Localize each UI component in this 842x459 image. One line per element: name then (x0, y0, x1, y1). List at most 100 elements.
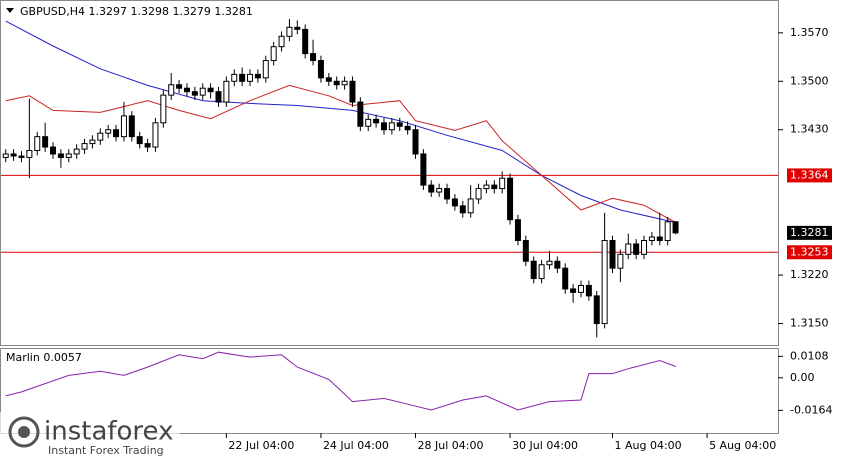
candle-body (270, 46, 277, 62)
candle-body (625, 243, 632, 255)
candle-body (294, 26, 301, 30)
candle-body (278, 35, 285, 48)
x-tick-label: 1 Aug 04:00 (615, 439, 682, 452)
candle-body (317, 60, 324, 79)
candle-body (215, 91, 222, 103)
candle-body (633, 243, 640, 255)
candle-body (601, 239, 608, 325)
candle-body (349, 80, 356, 103)
candle-body (428, 184, 435, 193)
level-tag (787, 168, 832, 183)
x-tick-label: 22 Jul 04:00 (228, 439, 294, 452)
candle-body (286, 26, 293, 37)
moving-average (5, 20, 676, 223)
candle-body (585, 284, 592, 297)
candle-body (507, 177, 514, 221)
candle-body (183, 87, 190, 93)
candle-body (2, 153, 9, 158)
y-tick-label: 1.3570 (790, 26, 829, 39)
candle-body (191, 91, 198, 96)
candle-body (570, 288, 577, 293)
candle-body (412, 129, 419, 155)
candle-body (105, 129, 112, 134)
candle-body (546, 260, 553, 266)
last-price-label: 1.3281 (790, 226, 829, 239)
candle-body (577, 284, 584, 293)
main-frame (0, 0, 779, 346)
candle-body (491, 184, 498, 190)
candle-body (554, 260, 561, 269)
candle-body (530, 260, 537, 280)
candle-body (128, 115, 135, 138)
candle-body (223, 80, 230, 103)
candle-body (310, 53, 317, 62)
candle-body (499, 177, 506, 190)
candle-body (160, 94, 167, 124)
x-tick-label: 28 Jul 04:00 (418, 439, 484, 452)
candle-body (168, 84, 175, 96)
level-tag (787, 245, 832, 260)
last-price-tag (787, 225, 832, 240)
candle-body (65, 153, 72, 158)
candle-body (451, 198, 458, 207)
level-label: 1.3253 (790, 245, 829, 258)
menu-arrow (6, 8, 14, 13)
logo-tagline: Instant Forex Trading (48, 444, 164, 457)
indicator-line (5, 351, 676, 411)
candle-body (467, 198, 474, 214)
x-tick-label: 5 Aug 04:00 (709, 439, 776, 452)
header: GBPUSD,H4 1.3297 1.3298 1.3279 1.3281 (20, 5, 253, 18)
candle-body (333, 80, 340, 86)
candle-body (641, 239, 648, 255)
y-tick-label: 0.00 (790, 371, 815, 384)
y-tick-label: 1.3220 (790, 268, 829, 281)
candle-body (254, 73, 261, 79)
candle-body (81, 143, 88, 150)
logo: instaforex Instant Forex Trading (0, 412, 180, 459)
candle-body (97, 132, 104, 141)
candle-body (380, 122, 387, 131)
candle-body (10, 153, 17, 157)
candle-body (113, 129, 120, 138)
candle-body (176, 84, 183, 89)
candle-body (136, 136, 143, 145)
candle-body (207, 87, 214, 93)
candle-body (73, 148, 80, 155)
candle-body (664, 221, 671, 241)
candle-body (26, 150, 33, 158)
candle-body (373, 118, 380, 124)
candle-body (672, 221, 679, 234)
candle-body (34, 136, 41, 152)
candle-body (444, 188, 451, 200)
candle-body (656, 236, 663, 241)
x-tick-label: 30 Jul 04:00 (512, 439, 578, 452)
x-tick-label: 24 Jul 04:00 (323, 439, 389, 452)
candle-body (617, 253, 624, 269)
candle-body (120, 115, 127, 138)
candle-body (365, 118, 372, 127)
candle-body (50, 146, 57, 155)
candle-body (483, 184, 490, 190)
candle-body (648, 236, 655, 241)
candle-body (231, 73, 238, 82)
candle-body (388, 122, 395, 131)
candle-body (262, 60, 269, 79)
candle-body (247, 73, 254, 82)
indicator-title: Marlin 0.0057 (6, 351, 82, 364)
candle-body (396, 122, 403, 127)
candle-body (325, 77, 332, 82)
level-label: 1.3364 (790, 168, 829, 181)
candle-body (57, 153, 64, 158)
candle-body (199, 87, 206, 96)
y-tick-label: 1.3500 (790, 74, 829, 87)
candle-body (459, 205, 466, 214)
candle-body (144, 143, 151, 148)
candle-body (562, 267, 569, 290)
candle-body (475, 188, 482, 200)
candle-body (18, 155, 25, 158)
y-tick-label: 1.3150 (790, 317, 829, 330)
candle-body (357, 101, 364, 127)
candle-body (420, 153, 427, 186)
